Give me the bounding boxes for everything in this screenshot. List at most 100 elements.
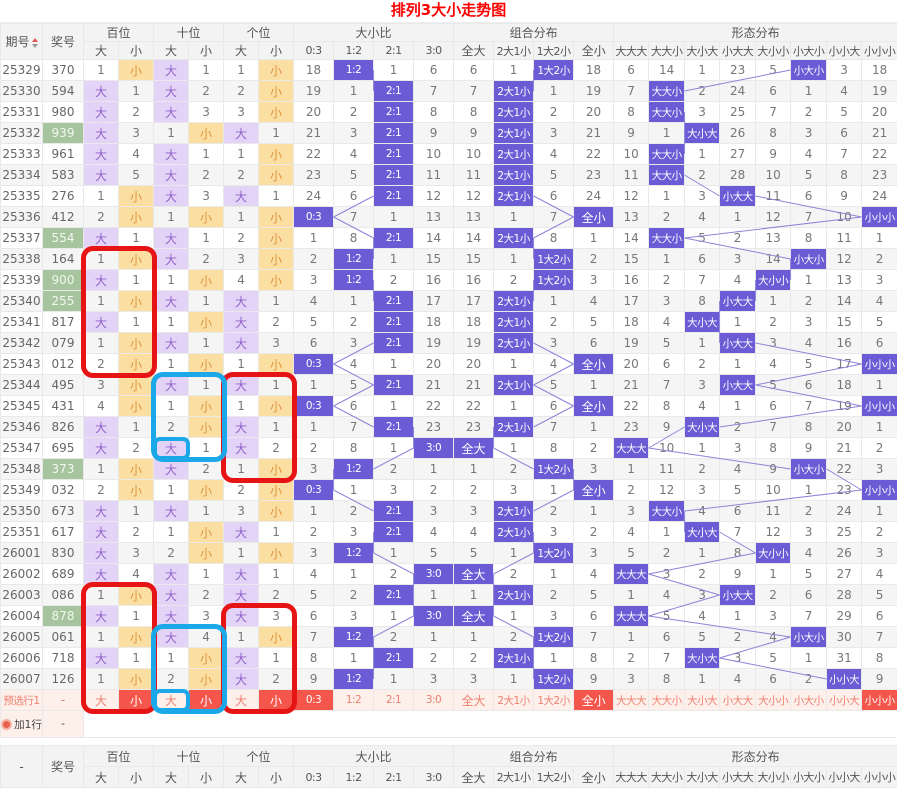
trend-cell: 2 [685,165,720,186]
preselect-cell[interactable]: 2:1 [374,690,414,711]
preselect-cell[interactable]: 0:3 [294,690,334,711]
trend-cell: 2 [614,648,649,669]
winning-number: 032 [43,480,84,501]
preselect-cell[interactable]: 大 [154,690,189,711]
trend-cell: 2 [574,249,614,270]
preselect-cell[interactable]: 大大小 [649,690,685,711]
trend-cell: 7 [791,396,827,417]
preselect-cell[interactable]: 3:0 [414,690,454,711]
trend-cell: 20 [614,354,649,375]
highlighted-cell: 2:1 [374,186,414,207]
trend-cell: 2 [374,627,414,648]
trend-cell: 2 [791,102,827,123]
trend-cell: 22 [862,144,897,165]
trend-cell: 11 [756,186,791,207]
trend-cell: 3 [294,543,334,564]
highlighted-cell: 小大大 [720,333,756,354]
preselect-cell[interactable]: 2大1小 [494,690,534,711]
preselect-cell[interactable]: 1:2 [334,690,374,711]
trend-cell: 5 [294,585,334,606]
preselect-cell[interactable]: 小小小 [862,690,897,711]
trend-cell: 27 [827,564,862,585]
trend-cell: 2 [649,207,685,228]
highlighted-cell: 0:3 [294,396,334,417]
highlighted-cell: 小 [119,585,154,606]
trend-cell: 1 [154,207,189,228]
highlighted-cell: 小 [119,375,154,396]
sub-header: 1:2 [334,42,374,60]
highlighted-cell: 大 [224,648,259,669]
trend-cell: 4 [574,291,614,312]
trend-cell: 1 [614,459,649,480]
preselect-cell[interactable]: 大 [84,690,119,711]
trend-cell: 2 [574,522,614,543]
highlighted-cell: 1:2 [334,459,374,480]
trend-cell: 1 [614,585,649,606]
trend-cell: 1 [720,312,756,333]
preselect-cell[interactable]: 全小 [574,690,614,711]
highlighted-cell: 大 [154,228,189,249]
trend-cell: 1 [189,564,224,585]
preselect-cell[interactable]: 小大大 [720,690,756,711]
sort-icon[interactable] [32,38,38,48]
trend-cell: 31 [827,648,862,669]
trend-cell: 1 [84,627,119,648]
preselect-cell[interactable]: 全大 [454,690,494,711]
trend-cell: 19 [294,81,334,102]
trend-cell: 11 [614,165,649,186]
highlighted-cell: 大大小 [649,102,685,123]
trend-cell: 1 [259,417,294,438]
column-header-period[interactable]: 期号 [1,24,43,60]
highlighted-cell: 大 [154,501,189,522]
trend-cell: 19 [574,81,614,102]
winning-number: 431 [43,396,84,417]
highlighted-cell: 大 [224,375,259,396]
trend-cell: 3 [720,249,756,270]
highlighted-cell: 大小小 [756,270,791,291]
group-header: 形态分布 [614,746,897,767]
highlighted-cell: 小大小 [791,249,827,270]
preselect-cell[interactable]: 大小大 [685,690,720,711]
preselect-cell[interactable]: 小小大 [827,690,862,711]
trend-cell: 2 [259,312,294,333]
trend-cell: 3 [374,480,414,501]
trend-cell: 3 [259,333,294,354]
add-row-button[interactable]: 加1行 [1,711,43,738]
preselect-cell[interactable]: 小 [259,690,294,711]
trend-cell: 13 [827,270,862,291]
trend-cell: 2 [414,480,454,501]
highlighted-cell: 小 [119,186,154,207]
preselect-cell[interactable]: 小大小 [791,690,827,711]
preselect-cell[interactable]: 1大2小 [534,690,574,711]
highlighted-cell: 小小小 [862,480,897,501]
highlighted-cell: 小 [259,102,294,123]
trend-cell: 10 [756,165,791,186]
trend-cell: 8 [334,228,374,249]
trend-cell: 9 [756,144,791,165]
trend-cell: 6 [685,249,720,270]
trend-cell: 1 [189,144,224,165]
preselect-cell[interactable]: 大大大 [614,690,649,711]
trend-cell: 2 [119,102,154,123]
highlighted-cell: 小大小 [791,627,827,648]
period-cell: 25347 [1,438,43,459]
trend-cell: 2 [720,417,756,438]
trend-cell: 1 [494,438,534,459]
trend-cell: 7 [756,102,791,123]
preselect-cell[interactable]: 大小小 [756,690,791,711]
trend-cell: 2 [294,438,334,459]
trend-cell: 25 [720,102,756,123]
column-header-number: 奖号 [43,746,84,788]
trend-cell: 4 [534,144,574,165]
preselect-cell[interactable]: 小 [189,690,224,711]
highlighted-cell: 大大小 [649,165,685,186]
trend-cell: 12 [649,480,685,501]
sub-header: 大 [154,42,189,60]
trend-cell: 2 [494,459,534,480]
winning-number: 830 [43,543,84,564]
preselect-cell[interactable]: 大 [224,690,259,711]
preselect-cell[interactable]: 小 [119,690,154,711]
